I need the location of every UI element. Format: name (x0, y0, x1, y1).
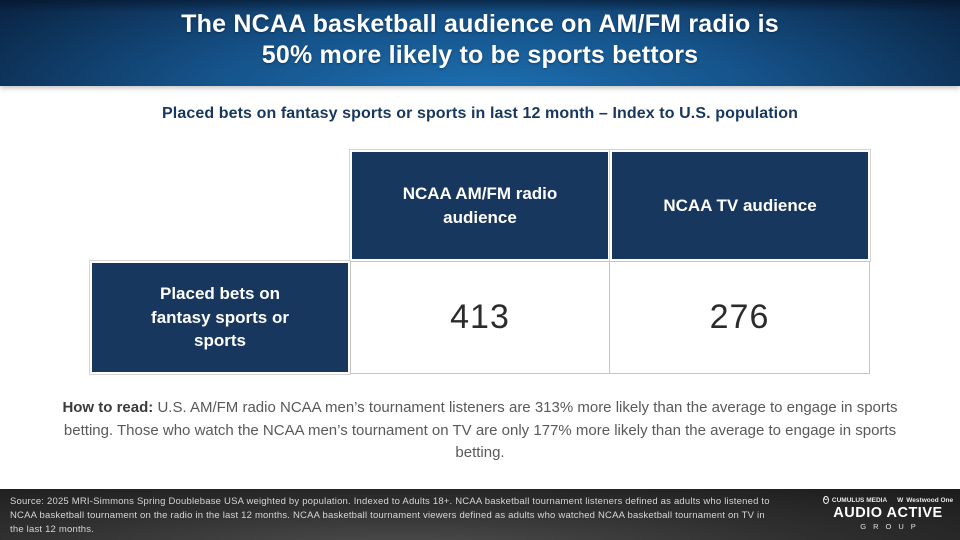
column-header-amfm-radio: NCAA AM/FM radio audience (350, 150, 610, 261)
cumulus-media-label: CUMULUS MEDIA (831, 496, 888, 504)
index-table: NCAA AM/FM radio audience NCAA TV audien… (90, 150, 870, 374)
westwood-one-label: Westwood One (906, 496, 954, 504)
value-tv-index: 276 (610, 261, 870, 374)
westwood-one-icon: W (897, 496, 904, 504)
table-corner-blank-cell (90, 150, 350, 261)
how-to-read-label: How to read: (62, 399, 154, 416)
logo-audio-active: AUDIO ACTIVE (833, 505, 943, 521)
column-header-tv: NCAA TV audience (610, 150, 870, 261)
cumulus-media-icon: C (822, 496, 829, 504)
row-header-placed-bets: Placed bets on fantasy sports or sports (90, 261, 350, 374)
how-to-read-note: How to read: U.S. AM/FM radio NCAA men’s… (58, 397, 903, 465)
source-footer: Source: 2025 MRI-Simmons Spring Doubleba… (0, 489, 960, 540)
source-text: Source: 2025 MRI-Simmons Spring Doubleba… (10, 496, 770, 535)
table-subtitle: Placed bets on fantasy sports or sports … (162, 105, 798, 122)
how-to-read-text: U.S. AM/FM radio NCAA men’s tournament l… (63, 399, 898, 461)
logo-brand-row: C CUMULUS MEDIA W Westwood One (822, 496, 953, 504)
value-amfm-radio-index: 413 (350, 261, 610, 374)
slide-title-line-2: 50% more likely to be sports bettors (261, 41, 699, 69)
slide-title-line-1: The NCAA basketball audience on AM/FM ra… (181, 10, 779, 38)
title-band: The NCAA basketball audience on AM/FM ra… (0, 0, 960, 86)
audio-active-group-logo: C CUMULUS MEDIA W Westwood One AUDIO ACT… (822, 496, 953, 531)
logo-group: GROUP (860, 522, 923, 531)
